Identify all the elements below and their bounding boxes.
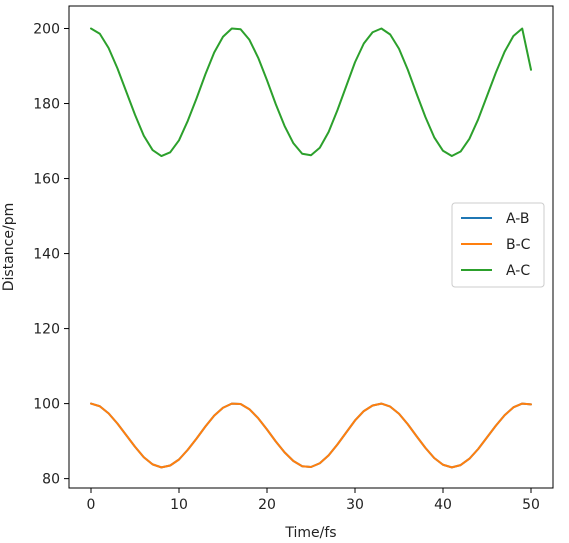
legend-label-b-c: B-C <box>506 237 531 253</box>
legend-box <box>451 202 545 288</box>
legend-label-a-c: A-C <box>506 263 530 279</box>
legend-label-a-b: A-B <box>506 211 529 227</box>
x-axis-label: Time/fs <box>284 525 336 541</box>
y-tick-label: 180 <box>33 97 60 113</box>
y-tick-label: 200 <box>33 22 60 38</box>
series-layer <box>90 27 532 469</box>
y-axis-ticks: 80 100 120 140 160 180 200 <box>33 22 69 488</box>
y-tick-label: 80 <box>42 472 60 488</box>
x-tick-label: 50 <box>522 497 540 513</box>
x-axis-ticks: 0 10 20 30 40 50 <box>87 488 540 513</box>
x-tick-label: 0 <box>87 497 96 513</box>
y-tick-label: 120 <box>33 322 60 338</box>
series-line-2 <box>90 27 532 158</box>
y-tick-label: 160 <box>33 172 60 188</box>
x-tick-label: 20 <box>258 497 276 513</box>
legend: A-B B-C A-C <box>451 202 545 288</box>
x-tick-label: 30 <box>346 497 364 513</box>
x-tick-label: 10 <box>170 497 188 513</box>
series-line-1 <box>90 402 532 469</box>
y-tick-label: 100 <box>33 397 60 413</box>
y-axis-label: Distance/pm <box>1 203 17 291</box>
y-tick-label: 140 <box>33 247 60 263</box>
x-tick-label: 40 <box>434 497 452 513</box>
